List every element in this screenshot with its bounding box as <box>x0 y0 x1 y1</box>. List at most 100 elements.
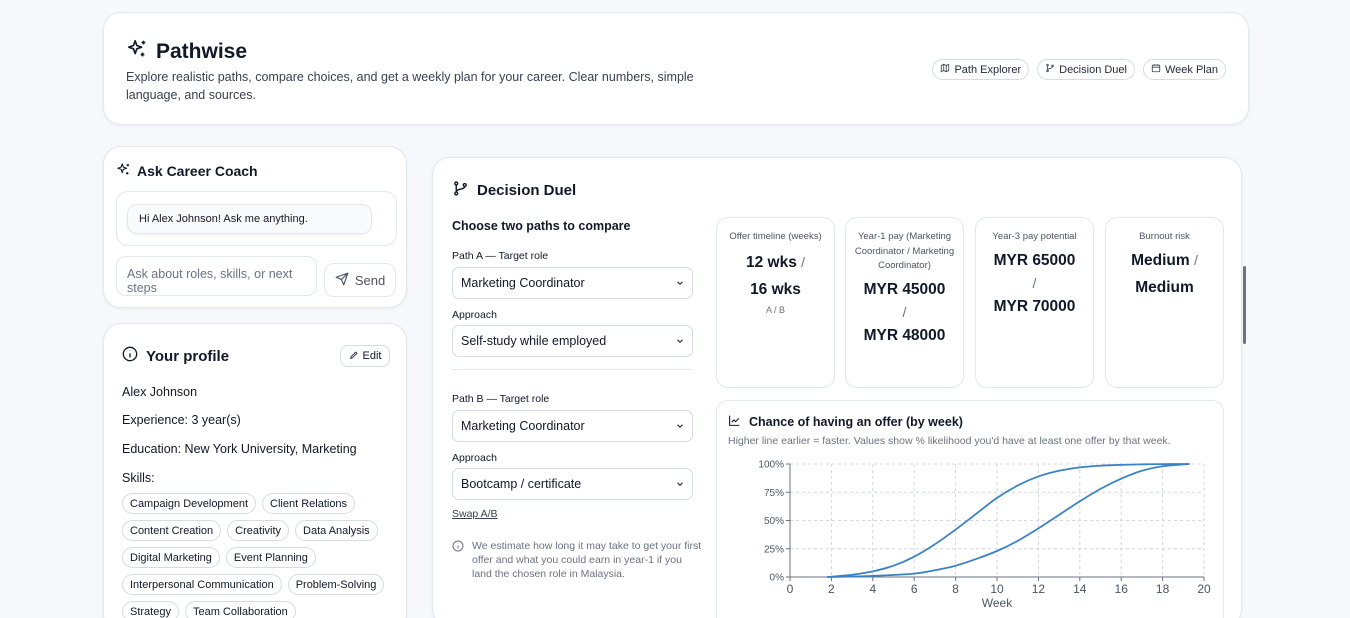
chat-history: Hi Alex Johnson! Ask me anything. <box>116 191 397 246</box>
sparkles-icon <box>116 162 131 180</box>
swap-paths-link[interactable]: Swap A/B <box>452 508 498 520</box>
nav-path-explorer[interactable]: Path Explorer <box>932 59 1030 80</box>
chart-title-label: Chance of having an offer (by week) <box>749 415 963 429</box>
x-tick-label: 0 <box>787 582 794 596</box>
app-header: Pathwise Explore realistic paths, compar… <box>103 12 1249 125</box>
skill-chip: Interpersonal Communication <box>122 574 282 595</box>
profile-experience: Experience: 3 year(s) <box>122 413 241 427</box>
stat-separator: / <box>801 253 806 270</box>
x-tick-label: 10 <box>990 582 1004 596</box>
app-title: Pathwise <box>156 39 248 63</box>
stat-value-b: MYR 70000 <box>993 297 1076 315</box>
path-a-approach-label: Approach <box>452 309 497 321</box>
stat-footer: A / B <box>765 304 785 315</box>
stat-caption: Burnout risk <box>1139 231 1190 242</box>
skills-label: Skills: <box>122 471 155 485</box>
x-tick-label: 16 <box>1115 582 1129 596</box>
brand: Pathwise <box>126 38 247 65</box>
offer-chance-chart-card: Chance of having an offer (by week) High… <box>716 400 1224 618</box>
y-tick-label: 50% <box>764 516 784 527</box>
stat-year3-pay: Year-3 pay potential MYR 65000 / MYR 700… <box>975 217 1094 388</box>
series-line-a <box>827 463 1190 578</box>
skill-chip: Team Collaboration <box>184 601 296 618</box>
stat-values: 12 wks / <box>717 249 834 276</box>
stat-separator: / <box>902 303 907 320</box>
path-b-approach-select[interactable]: Bootcamp / certificate <box>452 468 693 500</box>
stat-caption: Year-3 pay potential <box>992 231 1077 242</box>
profile-name: Alex Johnson <box>122 385 198 399</box>
series-line-b <box>827 463 1190 578</box>
path-a-approach-select[interactable]: Self-study while employed <box>452 325 693 357</box>
profile-panel: Your profile Edit Alex Johnson Experienc… <box>103 323 407 618</box>
map-icon <box>940 63 950 76</box>
path-b-role-label: Path B — Target role <box>452 393 550 405</box>
duel-title-label: Decision Duel <box>477 182 577 199</box>
nav-decision-duel[interactable]: Decision Duel <box>1037 59 1135 80</box>
divider <box>452 369 693 370</box>
coach-title-label: Ask Career Coach <box>137 163 258 179</box>
profile-education: Education: New York University, Marketin… <box>122 442 357 456</box>
skills-list: Campaign Development Client Relations Co… <box>122 493 392 618</box>
path-b-role-select[interactable]: Marketing Coordinator <box>452 410 693 442</box>
coach-title: Ask Career Coach <box>116 162 258 180</box>
pencil-icon <box>349 350 359 363</box>
chevron-down-icon <box>677 281 683 285</box>
nav-week-plan[interactable]: Week Plan <box>1143 59 1226 80</box>
stat-caption: Year-1 pay (Marketing Coordinator / Mark… <box>854 231 955 271</box>
top-nav: Path Explorer Decision Duel Week Plan <box>932 59 1226 80</box>
select-value: Marketing Coordinator <box>461 419 585 433</box>
git-branch-icon <box>452 180 469 201</box>
stat-values: Medium / <box>1106 247 1223 274</box>
send-button[interactable]: Send <box>324 263 396 297</box>
offer-chance-chart: 0 2 4 6 8 10 12 14 16 18 20 0% 25% 50% 75% 100% Week <box>758 460 1211 611</box>
stat-value-a: MYR 45000 <box>863 280 946 298</box>
select-value: Bootcamp / certificate <box>461 477 582 491</box>
chart-subtitle: Higher line earlier = faster. Values sho… <box>728 435 1171 447</box>
skill-chip: Digital Marketing <box>122 547 220 568</box>
y-tick-label: 0% <box>770 573 785 584</box>
path-b-approach-label: Approach <box>452 452 497 464</box>
stat-value-a: Medium <box>1131 251 1190 269</box>
x-tick-label: 12 <box>1032 582 1046 596</box>
info-icon <box>122 346 138 366</box>
note-text: We estimate how long it may take to get … <box>472 540 702 580</box>
coach-message-input[interactable] <box>116 256 317 296</box>
info-icon <box>452 539 464 581</box>
nav-label: Decision Duel <box>1059 63 1127 76</box>
x-tick-label: 4 <box>869 582 876 596</box>
stat-value-b: Medium <box>1135 278 1194 296</box>
x-tick-label: 6 <box>911 582 918 596</box>
skill-chip: Event Planning <box>225 547 316 568</box>
stat-value-a: 12 wks <box>745 253 797 271</box>
skill-chip: Campaign Development <box>122 493 257 514</box>
profile-title: Your profile <box>122 346 229 366</box>
select-value: Self-study while employed <box>461 334 607 348</box>
x-tick-label: 18 <box>1156 582 1170 596</box>
path-a-role-select[interactable]: Marketing Coordinator <box>452 267 693 299</box>
stat-offer-timeline: Offer timeline (weeks) 12 wks / 16 wks A… <box>716 217 835 388</box>
stat-value-a: MYR 65000 <box>993 251 1076 269</box>
nav-label: Path Explorer <box>954 63 1022 76</box>
duel-subtitle: Choose two paths to compare <box>452 219 631 233</box>
edit-label: Edit <box>362 350 382 362</box>
assistant-message: Hi Alex Johnson! Ask me anything. <box>127 204 372 234</box>
x-tick-label: 8 <box>952 582 959 596</box>
x-tick-label: 2 <box>828 582 835 596</box>
edit-profile-button[interactable]: Edit <box>340 345 390 367</box>
x-tick-label: 14 <box>1073 582 1087 596</box>
skill-chip: Content Creation <box>122 520 222 541</box>
decision-duel-panel: Decision Duel Choose two paths to compar… <box>432 157 1242 618</box>
nav-label: Week Plan <box>1165 63 1218 76</box>
stat-value-b: 16 wks <box>750 280 801 298</box>
stat-year1-pay: Year-1 pay (Marketing Coordinator / Mark… <box>845 217 964 388</box>
scrollbar[interactable] <box>1243 266 1246 344</box>
profile-title-label: Your profile <box>146 347 230 365</box>
skill-chip: Client Relations <box>262 493 356 514</box>
send-label: Send <box>354 272 386 288</box>
chevron-down-icon <box>677 339 683 343</box>
stat-separator: / <box>1193 251 1198 268</box>
stat-value-b: MYR 48000 <box>863 326 946 344</box>
app-description: Explore realistic paths, compare choices… <box>126 70 694 102</box>
sparkles-icon <box>126 38 148 65</box>
y-tick-label: 75% <box>764 488 784 499</box>
